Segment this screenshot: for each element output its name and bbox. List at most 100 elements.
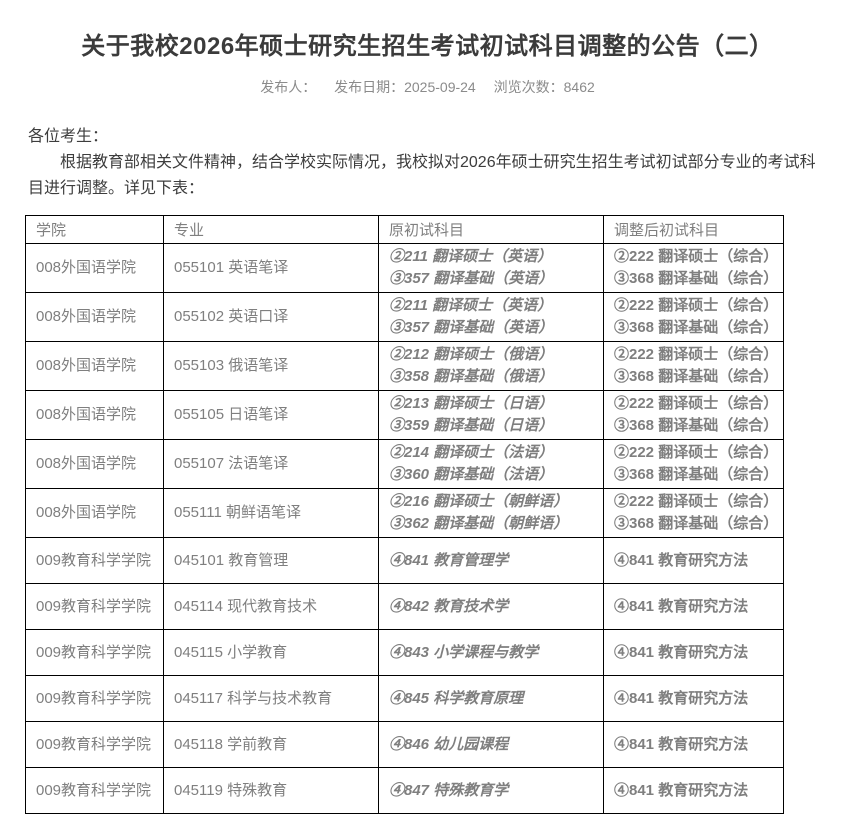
cell-line: ③357 翻译基础（英语） (389, 270, 554, 287)
table-row: 009教育科学学院 045118 学前教育 ④846 幼儿园课程 ④841 教育研究方… (25, 721, 784, 768)
college-cell: 009教育科学学院 (25, 583, 164, 630)
major-cell: 055107 法语笔译 (163, 439, 379, 489)
cell-line: ④841 教育研究方法 (614, 781, 749, 799)
table-row: 009教育科学学院 045119 特殊教育 ④847 特殊教育学 ④841 教育研究方… (25, 767, 784, 814)
cell-line: ②211 翻译硕士（英语） (389, 248, 553, 265)
original-subjects-cell: ④843 小学课程与教学 (378, 629, 604, 676)
cell-line: ④841 教育研究方法 (614, 597, 749, 615)
cell-line: ③359 翻译基础（日语） (389, 417, 554, 434)
header-major: 专业 (163, 215, 379, 244)
publish-date: 2025-09-24 (404, 79, 476, 95)
cell-line: 055105 日语笔译 (174, 406, 289, 423)
cell-line: ③360 翻译基础（法语） (389, 466, 554, 483)
cell-line: ③368 翻译基础（综合） (614, 319, 779, 336)
date-label: 发布日期： (334, 79, 405, 95)
cell-line: 009教育科学学院 (36, 689, 152, 707)
cell-line: 045101 教育管理 (174, 551, 289, 569)
adjusted-subjects-cell: ④841 教育研究方法 (603, 537, 784, 584)
college-cell: 009教育科学学院 (25, 767, 164, 814)
cell-line: 009教育科学学院 (36, 781, 152, 799)
major-cell: 055105 日语笔译 (163, 390, 379, 440)
table-header: 学院 专业 原初试科目 调整后初试科目 (25, 215, 784, 244)
page-title: 关于我校2026年硕士研究生招生考试初试科目调整的公告（二） (81, 33, 774, 60)
adjusted-subjects-cell: ④841 教育研究方法 (603, 721, 784, 768)
college-cell: 008外国语学院 (25, 439, 164, 489)
cell-line: 009教育科学学院 (36, 735, 152, 753)
adjusted-subjects-cell: ②222 翻译硕士（综合） ③368 翻译基础（综合） (603, 390, 784, 440)
adjusted-subjects-cell: ④841 教育研究方法 (603, 583, 784, 630)
college-cell: 008外国语学院 (25, 292, 164, 342)
publisher-label: 发布人： (260, 79, 317, 95)
major-cell: 045115 小学教育 (163, 629, 379, 676)
views-label: 浏览次数： (493, 79, 564, 95)
table-row: 008外国语学院 055101 英语笔译 ②211 翻译硕士（英语） ③357 翻译基… (25, 243, 784, 293)
major-cell: 055102 英语口译 (163, 292, 379, 342)
table-row: 009教育科学学院 045117 科学与技术教育 ④845 科学教育原理 ④841 教… (25, 675, 784, 722)
college-cell: 008外国语学院 (25, 243, 164, 293)
cell-line: ③368 翻译基础（综合） (614, 368, 779, 385)
cell-line: ④845 科学教育原理 (389, 689, 524, 707)
announcement-body: 各位考生： 根据教育部相关文件精神，结合学校实际情况，我校拟对2026年硕士研究… (28, 124, 827, 202)
original-subjects-cell: ②216 翻译硕士（朝鲜语） ③362 翻译基础（朝鲜语） (378, 488, 604, 538)
announcement-page: 关于我校2026年硕士研究生招生考试初试科目调整的公告（二） 发布人： 发布日期… (0, 32, 855, 814)
major-cell: 045101 教育管理 (163, 537, 379, 584)
cell-line: 009教育科学学院 (36, 551, 152, 569)
cell-line: 045117 科学与技术教育 (174, 689, 333, 707)
adjusted-subjects-cell: ②222 翻译硕士（综合） ③368 翻译基础（综合） (603, 341, 784, 391)
cell-line: ③368 翻译基础（综合） (614, 466, 779, 483)
adjusted-subjects-cell: ②222 翻译硕士（综合） ③368 翻译基础（综合） (603, 243, 784, 293)
cell-line: ③358 翻译基础（俄语） (389, 368, 554, 385)
subject-adjustment-table: 学院 专业 原初试科目 调整后初试科目 008外国语学院 055101 英语笔译 ②… (25, 215, 784, 814)
college-cell: 008外国语学院 (25, 488, 164, 538)
cell-line: 045114 现代教育技术 (174, 597, 318, 615)
views-count: 8462 (563, 79, 595, 95)
cell-line: ④841 教育管理学 (389, 551, 509, 569)
cell-line: ②222 翻译硕士（综合） (614, 297, 779, 314)
college-cell: 009教育科学学院 (25, 721, 164, 768)
major-cell: 045119 特殊教育 (163, 767, 379, 814)
views-item: 浏览次数：8462 (494, 79, 595, 95)
original-subjects-cell: ④845 科学教育原理 (378, 675, 604, 722)
subject-table-body: 008外国语学院 055101 英语笔译 ②211 翻译硕士（英语） ③357 翻译基… (25, 243, 784, 814)
cell-line: ②214 翻译硕士（法语） (389, 444, 554, 461)
cell-line: ④842 教育技术学 (389, 597, 509, 615)
table-row: 008外国语学院 055102 英语口译 ②211 翻译硕士（英语） ③357 翻译基… (25, 292, 784, 342)
cell-line: ②216 翻译硕士（朝鲜语） (389, 493, 569, 510)
header-college: 学院 (25, 215, 164, 244)
college-cell: 009教育科学学院 (25, 629, 164, 676)
original-subjects-cell: ②211 翻译硕士（英语） ③357 翻译基础（英语） (378, 292, 604, 342)
cell-line: 045119 特殊教育 (174, 781, 288, 799)
cell-line: ④841 教育研究方法 (614, 689, 749, 707)
college-cell: 008外国语学院 (25, 390, 164, 440)
cell-line: 055102 英语口译 (174, 308, 289, 325)
adjusted-subjects-cell: ④841 教育研究方法 (603, 767, 784, 814)
cell-line: ④841 教育研究方法 (614, 735, 749, 753)
cell-line: ③357 翻译基础（英语） (389, 319, 554, 336)
cell-line: ③362 翻译基础（朝鲜语） (389, 515, 569, 532)
cell-line: ④841 教育研究方法 (614, 643, 749, 661)
cell-line: 009教育科学学院 (36, 643, 152, 661)
original-subjects-cell: ②214 翻译硕士（法语） ③360 翻译基础（法语） (378, 439, 604, 489)
meta-line: 发布人： 发布日期：2025-09-24 浏览次数：8462 (0, 77, 855, 97)
cell-line: ③368 翻译基础（综合） (614, 270, 779, 287)
major-cell: 055111 朝鲜语笔译 (163, 488, 379, 538)
cell-line: ②222 翻译硕士（综合） (614, 444, 779, 461)
cell-line: 008外国语学院 (36, 504, 137, 521)
original-subjects-cell: ④846 幼儿园课程 (378, 721, 604, 768)
adjusted-subjects-cell: ②222 翻译硕士（综合） ③368 翻译基础（综合） (603, 292, 784, 342)
cell-line: ②211 翻译硕士（英语） (389, 297, 553, 314)
original-subjects-cell: ④841 教育管理学 (378, 537, 604, 584)
cell-line: 008外国语学院 (36, 308, 137, 325)
table-header-row: 学院 专业 原初试科目 调整后初试科目 (25, 215, 784, 244)
cell-line: ④847 特殊教育学 (389, 781, 509, 799)
cell-line: ②222 翻译硕士（综合） (614, 395, 779, 412)
major-cell: 045117 科学与技术教育 (163, 675, 379, 722)
cell-line: 055111 朝鲜语笔译 (174, 504, 301, 521)
header-adjusted-subjects: 调整后初试科目 (603, 215, 784, 244)
major-cell: 055103 俄语笔译 (163, 341, 379, 391)
college-cell: 008外国语学院 (25, 341, 164, 391)
college-cell: 009教育科学学院 (25, 537, 164, 584)
adjusted-subjects-cell: ④841 教育研究方法 (603, 675, 784, 722)
cell-line: ④843 小学课程与教学 (389, 643, 539, 661)
cell-line: ④841 教育研究方法 (614, 551, 749, 569)
